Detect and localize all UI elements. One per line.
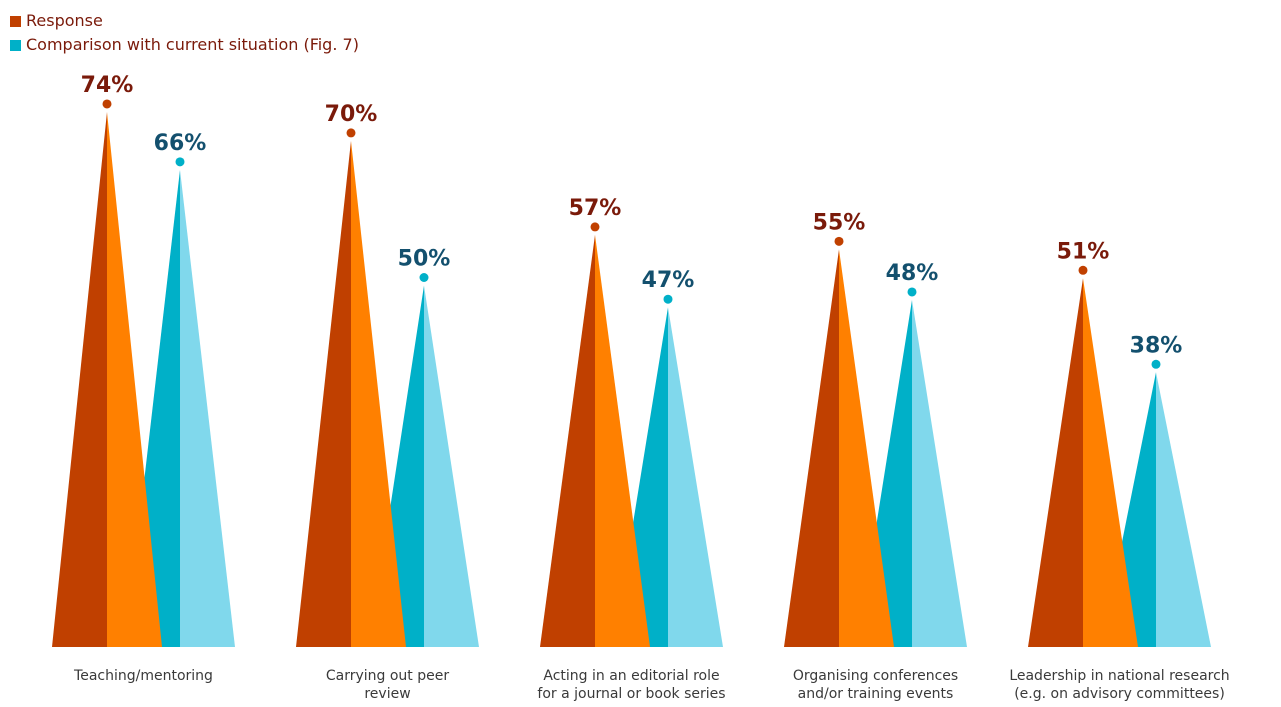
category-label-1-0: Carrying out peer [326, 668, 449, 684]
spike-1-2-left [613, 307, 668, 647]
spike-1-1-right [424, 285, 479, 647]
spike-1-2-right [668, 307, 723, 647]
spike-0-4-right [1083, 278, 1138, 647]
spike-0-1-left [296, 140, 351, 647]
value-dot-0-1 [346, 128, 356, 138]
category-label-2-1: for a journal or book series [537, 686, 725, 702]
value-label-1-2: 47% [642, 268, 695, 293]
category-label-3-1: and/or training events [798, 686, 954, 702]
category-label-1-1: review [364, 686, 410, 702]
value-dot-1-1 [419, 273, 429, 282]
category-label-3-0: Organising conferences [793, 668, 958, 684]
category-label-0-0: Teaching/mentoring [73, 668, 213, 684]
spike-1-3-left [857, 299, 912, 647]
spike-0-2-right [595, 234, 650, 647]
value-dot-0-3 [834, 236, 844, 246]
value-dot-1-4 [1151, 359, 1161, 369]
spike-0-3-left [784, 249, 839, 647]
legend-item-comparison: Comparison with current situation (Fig. … [10, 33, 359, 57]
spike-1-0-right [180, 169, 235, 647]
spike-0-0-left [52, 111, 107, 648]
category-label-4-0: Leadership in national research [1009, 668, 1229, 684]
spike-0-3-right [839, 249, 894, 647]
value-label-1-4: 38% [1130, 333, 1183, 358]
value-dot-0-2 [590, 222, 600, 232]
value-dot-1-0 [175, 157, 185, 167]
value-label-0-2: 57% [569, 196, 622, 221]
value-dot-1-2 [663, 294, 673, 304]
legend-label-response: Response [26, 11, 103, 30]
spike-1-4-right [1156, 372, 1211, 647]
legend-label-comparison: Comparison with current situation (Fig. … [26, 35, 359, 54]
legend-item-response: Response [10, 9, 359, 33]
value-label-0-1: 70% [325, 102, 378, 127]
category-label-4-1: (e.g. on advisory committees) [1014, 686, 1225, 702]
legend: Response Comparison with current situati… [10, 9, 359, 57]
value-dot-0-4 [1078, 265, 1088, 275]
spike-0-2-left [540, 234, 595, 647]
value-dot-1-3 [907, 287, 917, 297]
spike-0-4-left [1028, 278, 1083, 647]
spike-0-0-right [107, 111, 162, 648]
spike-1-3-right [912, 299, 967, 647]
value-label-0-3: 55% [813, 210, 866, 235]
value-label-1-0: 66% [154, 131, 207, 156]
spike-0-1-right [351, 140, 406, 647]
value-label-1-1: 50% [398, 247, 451, 272]
legend-swatch-response [10, 15, 21, 27]
value-label-0-0: 74% [81, 73, 134, 98]
category-label-2-0: Acting in an editorial role [543, 668, 719, 684]
value-label-0-4: 51% [1057, 239, 1110, 264]
legend-swatch-comparison [10, 39, 21, 51]
value-label-1-3: 48% [886, 261, 939, 286]
value-dot-0-0 [102, 99, 112, 109]
